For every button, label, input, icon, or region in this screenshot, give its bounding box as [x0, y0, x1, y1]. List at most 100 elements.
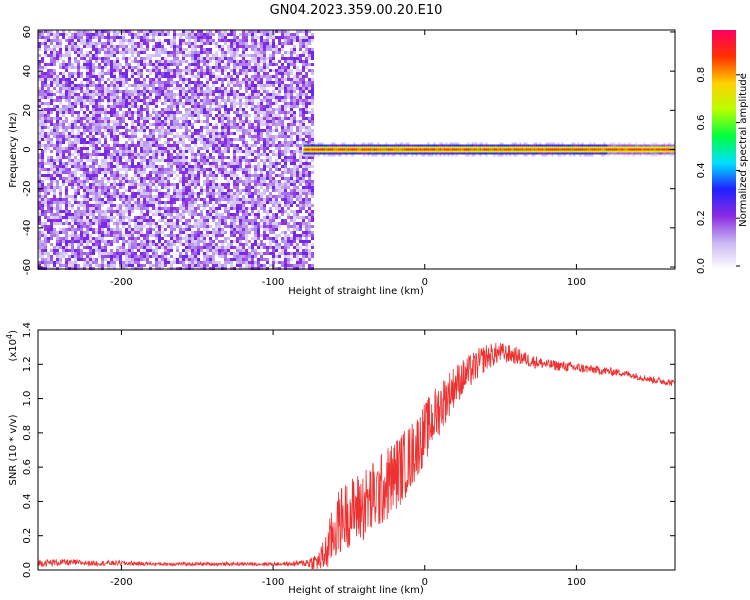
spectrogram-cell — [266, 234, 269, 237]
spectrogram-cell — [53, 234, 56, 237]
spectrogram-cell — [53, 72, 56, 75]
spectrogram-cell — [152, 63, 155, 66]
spectrogram-cell — [248, 63, 251, 66]
spectrogram-cell — [248, 60, 251, 63]
spectrogram-cell — [227, 237, 230, 240]
spectrogram-cell — [236, 252, 239, 255]
spectrogram-cell — [164, 168, 167, 171]
spectrogram-cell — [47, 240, 50, 243]
spectrogram-cell — [59, 198, 62, 201]
spectrogram-cell — [80, 138, 83, 141]
spectrogram-cell — [131, 186, 134, 189]
spectrogram-cell — [47, 30, 50, 33]
spectrogram-cell — [86, 66, 89, 69]
spectrogram-cell — [44, 75, 47, 78]
spectrogram-cell — [53, 252, 56, 255]
spectrogram-cell — [86, 141, 89, 144]
spectrogram-cell — [242, 180, 245, 183]
spectrogram-cell — [206, 87, 209, 90]
spectrogram-cell — [98, 87, 101, 90]
spectrogram-cell — [161, 129, 164, 132]
spectrogram-cell — [50, 228, 53, 231]
spectrogram-cell — [161, 30, 164, 33]
spectrogram-cell — [224, 210, 227, 213]
spectrogram-cell — [173, 54, 176, 57]
spectrogram-cell — [98, 108, 101, 111]
spectrogram-cell — [191, 153, 194, 156]
spectrogram-cell — [269, 228, 272, 231]
spectrogram-cell — [224, 255, 227, 258]
spectrogram-cell — [266, 237, 269, 240]
spectrogram-cell — [122, 135, 125, 138]
spectrogram-cell — [59, 192, 62, 195]
spectrogram-cell — [89, 60, 92, 63]
spectrogram-cell — [62, 168, 65, 171]
spectrogram-cell — [254, 75, 257, 78]
spectrogram-cell — [215, 132, 218, 135]
spectrogram-cell — [182, 51, 185, 54]
spectrogram-cell — [233, 138, 236, 141]
spectrogram-cell — [200, 48, 203, 51]
spectrogram-cell — [62, 183, 65, 186]
spectrogram-cell — [137, 108, 140, 111]
spectrogram-cell — [188, 30, 191, 33]
spectrogram-cell — [38, 171, 41, 174]
spectrogram-cell — [107, 198, 110, 201]
spectrogram-cell — [77, 39, 80, 42]
spectrogram-cell — [245, 207, 248, 210]
spectrogram-cell — [95, 75, 98, 78]
spectrogram-cell — [245, 243, 248, 246]
spectrogram-cell — [41, 180, 44, 183]
spectrogram-cell — [257, 69, 260, 72]
spectrogram-cell — [101, 213, 104, 216]
spectrogram-cell — [179, 111, 182, 114]
spectrogram-cell — [89, 252, 92, 255]
spectrogram-cell — [230, 174, 233, 177]
spectrogram-cell — [272, 186, 275, 189]
spectrogram-cell — [149, 231, 152, 234]
spectrogram-cell — [191, 126, 194, 129]
spectrogram-cell — [134, 252, 137, 255]
spectrogram-cell — [158, 78, 161, 81]
spectrogram-cell — [104, 129, 107, 132]
spectrogram-cell — [173, 147, 176, 150]
spectrogram-cell — [263, 45, 266, 48]
spectrogram-cell — [197, 225, 200, 228]
spectrogram-cell — [98, 90, 101, 93]
spectrogram-cell — [77, 141, 80, 144]
spectrogram-cell — [113, 159, 116, 162]
spectrogram-cell — [80, 150, 83, 153]
spectrogram-cell — [86, 198, 89, 201]
spectrogram-cell — [98, 111, 101, 114]
spectrogram-cell — [137, 69, 140, 72]
spectrogram-cell — [194, 39, 197, 42]
spectrogram-cell — [140, 84, 143, 87]
spectrogram-cell — [146, 54, 149, 57]
spectrogram-cell — [83, 186, 86, 189]
spectrogram-cell — [257, 204, 260, 207]
spectrogram-cell — [152, 84, 155, 87]
spectrogram-cell — [41, 159, 44, 162]
spectrogram-cell — [53, 129, 56, 132]
spectrogram-cell — [134, 51, 137, 54]
spectrogram-cell — [227, 90, 230, 93]
spectrogram-cell — [53, 135, 56, 138]
spectrogram-cell — [173, 48, 176, 51]
spectrogram-cell — [209, 72, 212, 75]
spectrogram-cell — [134, 45, 137, 48]
spectrogram-cell — [149, 144, 152, 147]
spectrogram-cell — [101, 180, 104, 183]
spectrogram-cell — [152, 222, 155, 225]
spectrogram-cell — [260, 252, 263, 255]
spectrogram-cell — [41, 213, 44, 216]
spectrogram-cell — [56, 84, 59, 87]
spectrogram-cell — [224, 102, 227, 105]
spectrogram-cell — [122, 186, 125, 189]
spectrogram-cell — [227, 249, 230, 252]
spectrogram-cell — [185, 249, 188, 252]
spectrogram-cell — [218, 60, 221, 63]
spectrogram-cell — [167, 144, 170, 147]
spectrogram-cell — [242, 174, 245, 177]
spectrogram-cell — [41, 120, 44, 123]
spectrogram-cell — [209, 132, 212, 135]
